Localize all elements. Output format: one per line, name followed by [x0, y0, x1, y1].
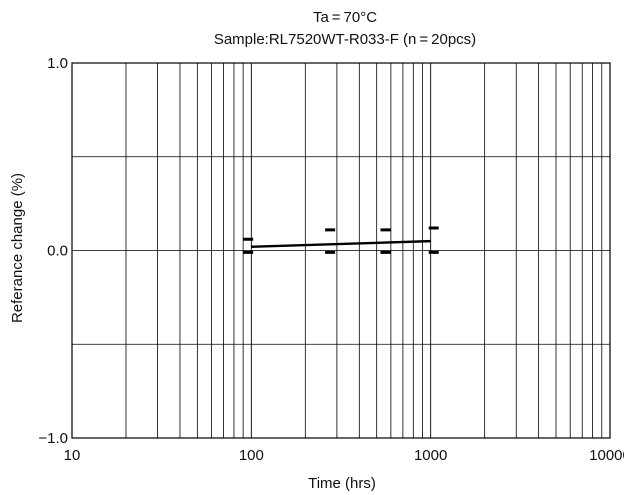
- y-tick-label: 1.0: [47, 55, 68, 72]
- grid: [72, 63, 610, 438]
- y-axis-label: Referance change (%): [9, 173, 26, 323]
- y-tick-label: −1.0: [38, 430, 68, 447]
- mean-series-line: [251, 239, 431, 248]
- axes: 10 100 1000 10000 1.0 0.0 −1.0: [38, 55, 624, 464]
- x-tick-label: 1000: [414, 447, 447, 464]
- chart-title: Ta = 70°C: [313, 9, 377, 26]
- x-tick-label: 10: [64, 447, 81, 464]
- y-tick-label: 0.0: [47, 243, 68, 260]
- x-tick-label: 10000: [589, 447, 624, 464]
- plot-frame: [71, 62, 611, 439]
- x-axis-label: Time (hrs): [308, 475, 376, 492]
- x-tick-label: 100: [239, 447, 264, 464]
- chart-subtitle: Sample:RL7520WT-R033-F (n = 20pcs): [214, 31, 476, 48]
- plot-data: [243, 226, 439, 254]
